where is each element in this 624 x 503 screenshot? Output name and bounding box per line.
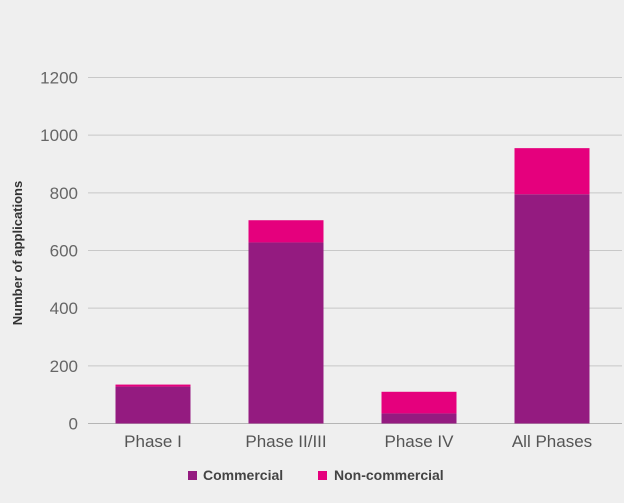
bar-phase-i-commercial bbox=[115, 386, 191, 424]
x-axis-categories: Phase I Phase II/III Phase IV All Phases bbox=[124, 432, 592, 451]
bars bbox=[115, 148, 590, 424]
y-tick-label-1000: 1000 bbox=[40, 126, 78, 145]
x-category-label-2: Phase IV bbox=[385, 432, 455, 451]
legend-swatch-commercial bbox=[188, 471, 197, 480]
legend-label-non-commercial: Non-commercial bbox=[334, 467, 444, 483]
legend-swatch-non-commercial bbox=[318, 471, 327, 480]
y-tick-label-400: 400 bbox=[50, 299, 78, 318]
bar-phase-iv-non-commercial bbox=[381, 391, 457, 414]
y-axis-ticks: 0 200 400 600 800 1000 1200 bbox=[40, 69, 78, 434]
y-tick-label-600: 600 bbox=[50, 242, 78, 261]
y-tick-label-200: 200 bbox=[50, 357, 78, 376]
y-tick-label-0: 0 bbox=[69, 415, 78, 434]
bar-phase-iv-commercial bbox=[381, 413, 457, 424]
legend-label-commercial: Commercial bbox=[203, 467, 283, 483]
bar-phase-ii-iii-commercial bbox=[248, 242, 324, 424]
x-category-label-0: Phase I bbox=[124, 432, 182, 451]
y-axis-title: Number of applications bbox=[10, 181, 25, 325]
legend: Commercial Non-commercial bbox=[188, 467, 444, 483]
y-tick-label-800: 800 bbox=[50, 184, 78, 203]
bar-phase-i-non-commercial bbox=[115, 384, 191, 387]
x-category-label-3: All Phases bbox=[512, 432, 592, 451]
x-category-label-1: Phase II/III bbox=[245, 432, 326, 451]
bar-phase-ii-iii-non-commercial bbox=[248, 220, 324, 243]
bar-all-phases-non-commercial bbox=[514, 148, 590, 195]
bar-all-phases-commercial bbox=[514, 194, 590, 424]
gridlines bbox=[88, 77, 622, 424]
y-tick-label-1200: 1200 bbox=[40, 69, 78, 88]
